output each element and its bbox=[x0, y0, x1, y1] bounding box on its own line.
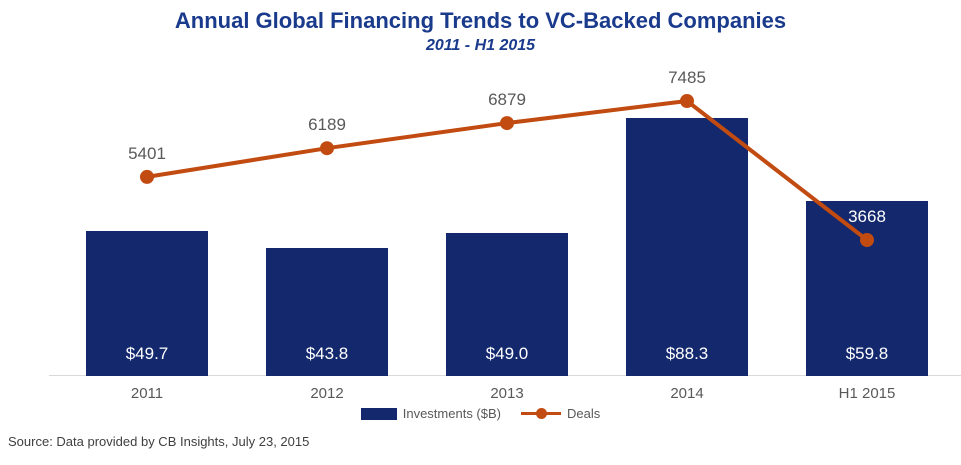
combo-chart: $49.7 $43.8 $49.0 $88.3 $59.8 5401 6189 6879 748… bbox=[0, 68, 961, 402]
x-tick-label: 2012 bbox=[310, 385, 344, 402]
legend-item-investments: Investments ($B) bbox=[360, 406, 501, 421]
deal-value-label: 3668 bbox=[848, 207, 886, 226]
legend-label-deals: Deals bbox=[567, 406, 601, 421]
bar-value-label: $88.3 bbox=[665, 344, 709, 363]
deal-value-label: 6189 bbox=[308, 115, 346, 135]
deal-value-label: 7485 bbox=[668, 68, 706, 87]
plot-area: $49.7 $43.8 $49.0 $88.3 $59.8 5401 6189 6879 748… bbox=[49, 68, 961, 376]
deals-marker-icon bbox=[320, 141, 334, 156]
investments-swatch-icon bbox=[360, 407, 397, 420]
deals-marker-icon bbox=[500, 116, 514, 131]
bar-H1 2015 bbox=[806, 201, 928, 376]
x-tick-label: 2014 bbox=[670, 385, 704, 402]
source-note: Source: Data provided by CB Insights, Ju… bbox=[8, 434, 310, 449]
deals-marker-icon bbox=[860, 233, 874, 247]
deals-marker-icon bbox=[680, 94, 694, 108]
x-tick-label: 2011 bbox=[130, 385, 164, 402]
page-title: Annual Global Financing Trends to VC-Bac… bbox=[174, 8, 787, 33]
deals-swatch-icon bbox=[521, 408, 561, 419]
legend-label-investments: Investments ($B) bbox=[402, 406, 501, 421]
bar-2012 bbox=[266, 248, 388, 376]
bar-value-label: $49.0 bbox=[485, 344, 529, 363]
deals-marker-icon bbox=[140, 169, 154, 184]
bar-2013 bbox=[446, 232, 568, 376]
x-tick-label: 2013 bbox=[490, 385, 524, 402]
deal-value-label: 6879 bbox=[488, 90, 526, 110]
legend: Investments ($B) Deals bbox=[0, 406, 961, 421]
bar-2014 bbox=[626, 118, 748, 376]
bar-value-label: $49.7 bbox=[125, 344, 169, 363]
bar-value-label: $59.8 bbox=[845, 344, 889, 363]
legend-item-deals: Deals bbox=[521, 406, 600, 421]
deals-line-series bbox=[140, 94, 874, 247]
deal-value-label: 5401 bbox=[128, 143, 166, 163]
page-subtitle: 2011 - H1 2015 bbox=[425, 37, 536, 54]
x-tick-label: H1 2015 bbox=[838, 385, 896, 402]
bar-value-label: $43.8 bbox=[305, 344, 349, 363]
bar-2011 bbox=[86, 230, 208, 376]
x-axis-ticks: 2011 2012 2013 2014 H1 2015 bbox=[57, 376, 957, 402]
